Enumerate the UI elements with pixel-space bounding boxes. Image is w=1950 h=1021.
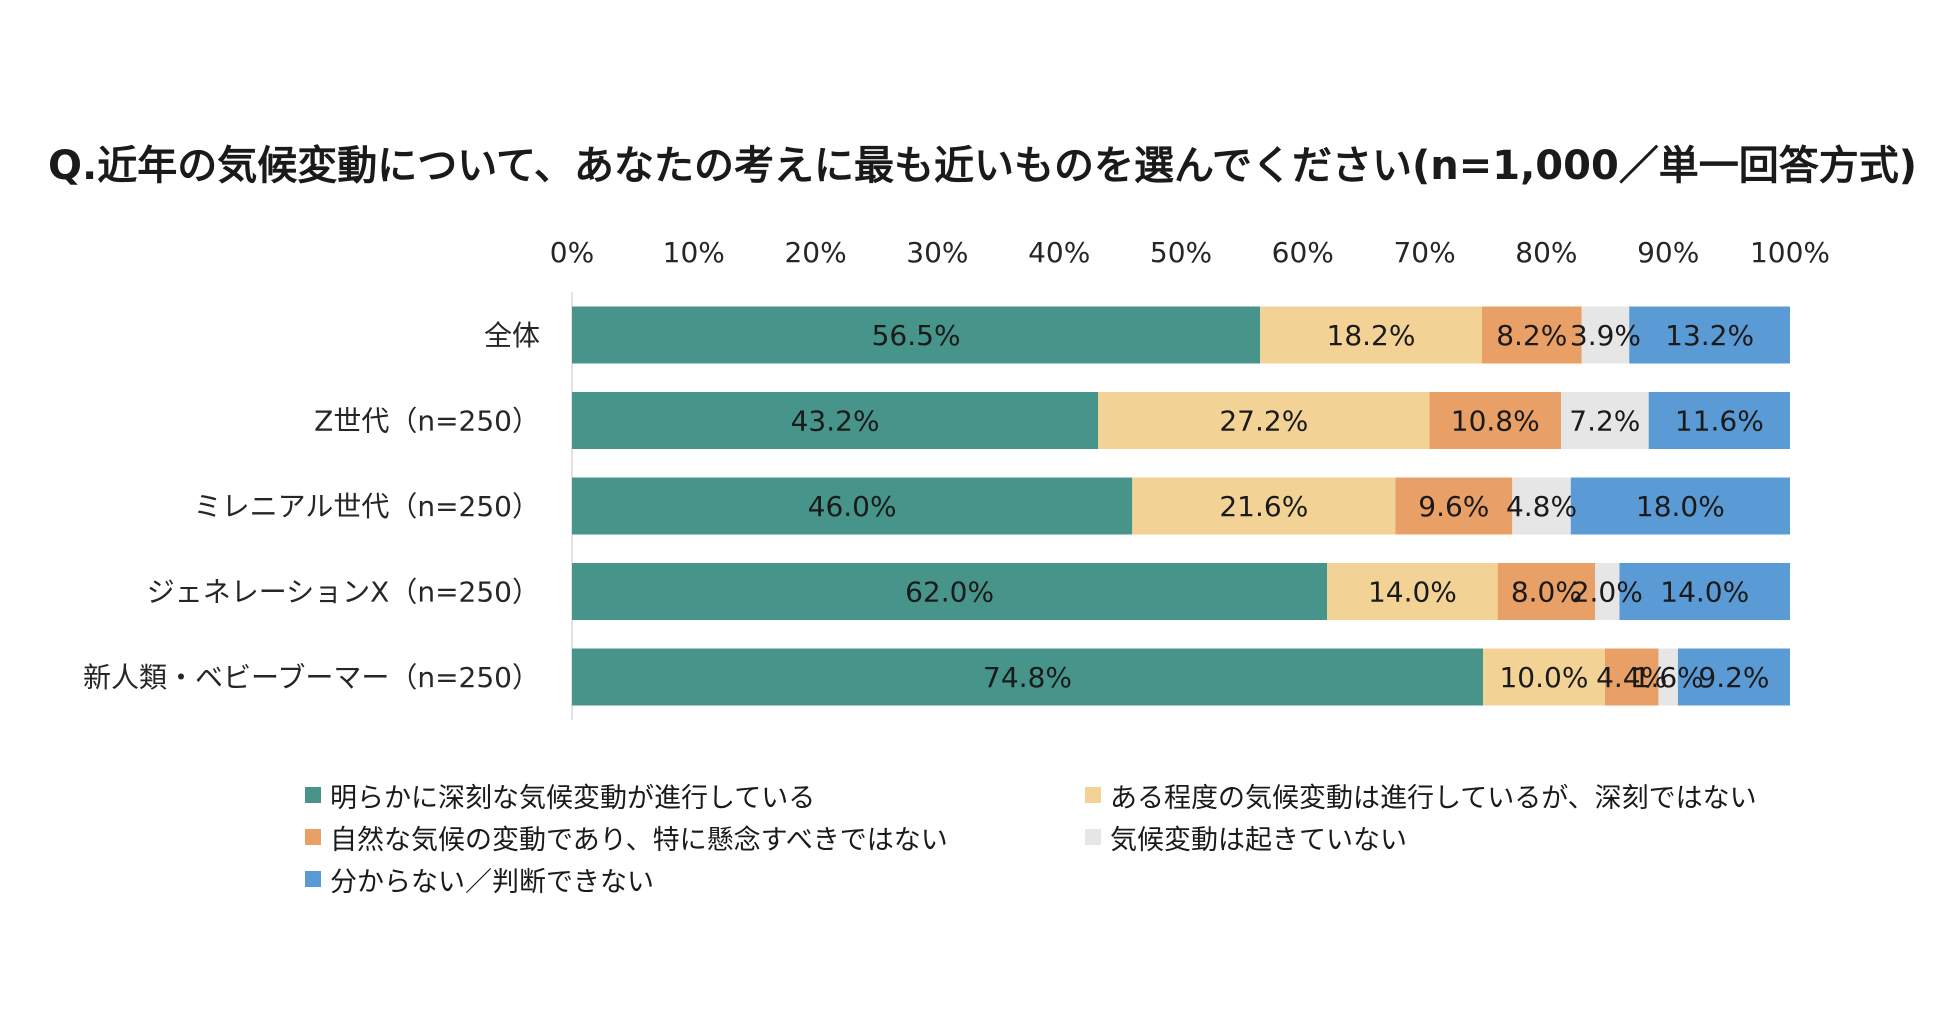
legend-label: ある程度の気候変動は進行しているが、深刻ではない xyxy=(1110,782,1757,814)
legend-swatch xyxy=(1085,829,1101,845)
legend-item: 自然な気候の変動であり、特に懸念すべきではない xyxy=(305,817,1085,857)
data-label: 10.0% xyxy=(1499,661,1588,694)
category-label: 全体 xyxy=(484,319,540,352)
x-tick-label: 10% xyxy=(663,236,725,269)
bar-segment xyxy=(1512,477,1571,535)
legend-label: 気候変動は起きていない xyxy=(1110,824,1407,856)
data-label: 11.6% xyxy=(1675,405,1764,438)
x-tick-label: 40% xyxy=(1028,236,1090,269)
legend-item: 明らかに深刻な気候変動が進行している xyxy=(305,775,1085,815)
legend-item: ある程度の気候変動は進行しているが、深刻ではない xyxy=(1085,775,1865,815)
data-label: 3.9% xyxy=(1570,319,1641,352)
x-tick-label: 70% xyxy=(1393,236,1455,269)
bar-segment xyxy=(1483,648,1605,706)
bar-segment xyxy=(1648,392,1790,449)
x-tick-label: 80% xyxy=(1515,236,1577,269)
data-label: 27.2% xyxy=(1219,405,1308,438)
data-label: 18.0% xyxy=(1636,490,1725,523)
bar-segment xyxy=(1604,648,1659,706)
bar-segment xyxy=(572,392,1099,449)
bar-segment xyxy=(1595,563,1620,620)
chart-title: Q.近年の気候変動について、あなたの考えに最も近いものを選んでください(n=1,… xyxy=(48,143,1918,189)
category-label: Z世代（n=250） xyxy=(314,405,540,438)
x-tick-label: 30% xyxy=(906,236,968,269)
x-tick-label: 20% xyxy=(784,236,846,269)
bar-segment xyxy=(1481,306,1582,364)
legend-item: 分からない／判断できない xyxy=(305,859,1085,899)
legend-label: 分からない／判断できない xyxy=(330,866,654,898)
data-label: 46.0% xyxy=(808,490,897,523)
bar-segment xyxy=(1327,563,1498,620)
data-label: 14.0% xyxy=(1660,576,1749,609)
bar-segment xyxy=(1497,563,1596,620)
data-label: 62.0% xyxy=(905,576,994,609)
x-axis-ticks: 0% 10% 20% 30% 40% 50% 60% 70% 80% 90% 100% xyxy=(550,236,1830,269)
data-label: 2.0% xyxy=(1572,576,1643,609)
bar-segment xyxy=(1132,477,1396,535)
bar-segment xyxy=(1260,306,1482,364)
bar-segment xyxy=(572,648,1484,706)
data-label: 4.8% xyxy=(1506,490,1577,523)
category-label: ジェネレーションX（n=250） xyxy=(147,576,540,609)
bar-segments xyxy=(572,306,1790,706)
legend-swatch xyxy=(1085,787,1101,803)
data-label: 56.5% xyxy=(872,319,961,352)
bar-segment xyxy=(1561,392,1649,449)
legend-swatch xyxy=(305,871,321,887)
bar-segment xyxy=(1570,477,1790,535)
data-label: 7.2% xyxy=(1569,405,1640,438)
data-label: 9.6% xyxy=(1418,490,1489,523)
x-tick-label: 60% xyxy=(1272,236,1334,269)
legend: 明らかに深刻な気候変動が進行している ある程度の気候変動は進行しているが、深刻では… xyxy=(305,775,1905,899)
legend-item: 気候変動は起きていない xyxy=(1085,817,1865,857)
data-label: 10.8% xyxy=(1451,405,1540,438)
data-label: 8.0% xyxy=(1511,576,1582,609)
bar-segment xyxy=(1581,306,1630,364)
data-label: 14.0% xyxy=(1368,576,1457,609)
legend-label: 明らかに深刻な気候変動が進行している xyxy=(330,782,816,814)
bar-segment xyxy=(1677,648,1790,706)
bar-segment xyxy=(1658,648,1678,706)
category-labels: 全体 Z世代（n=250） ミレニアル世代（n=250） ジェネレーションX（n=25… xyxy=(83,319,540,694)
data-label: 8.2% xyxy=(1496,319,1567,352)
bar-segment xyxy=(572,477,1133,535)
data-label: 21.6% xyxy=(1219,490,1308,523)
x-tick-label: 0% xyxy=(550,236,594,269)
bar-segment xyxy=(1429,392,1562,449)
bar-segment xyxy=(572,563,1328,620)
x-tick-label: 90% xyxy=(1637,236,1699,269)
category-label: ミレニアル世代（n=250） xyxy=(194,490,540,523)
data-label: 43.2% xyxy=(791,405,880,438)
data-labels: 56.5% 18.2% 8.2% 3.9% 13.2% 43.2% 27.2% 10.8% 7.… xyxy=(791,319,1770,694)
bar-segment xyxy=(1395,477,1513,535)
legend-label: 自然な気候の変動であり、特に懸念すべきではない xyxy=(330,824,948,856)
data-label: 9.2% xyxy=(1698,661,1769,694)
data-label: 1.6% xyxy=(1633,661,1704,694)
bar-segment xyxy=(1098,392,1430,449)
data-label: 4.4% xyxy=(1596,661,1667,694)
legend-swatch xyxy=(305,829,321,845)
bar-segment xyxy=(1619,563,1790,620)
data-label: 18.2% xyxy=(1327,319,1416,352)
legend-swatch xyxy=(305,787,321,803)
bar-segment xyxy=(1629,306,1790,364)
data-label: 13.2% xyxy=(1665,319,1754,352)
x-tick-label: 100% xyxy=(1750,236,1830,269)
x-tick-label: 50% xyxy=(1150,236,1212,269)
bar-segment xyxy=(572,306,1261,364)
category-label: 新人類・ベビーブーマー（n=250） xyxy=(83,661,540,694)
data-label: 74.8% xyxy=(983,661,1072,694)
